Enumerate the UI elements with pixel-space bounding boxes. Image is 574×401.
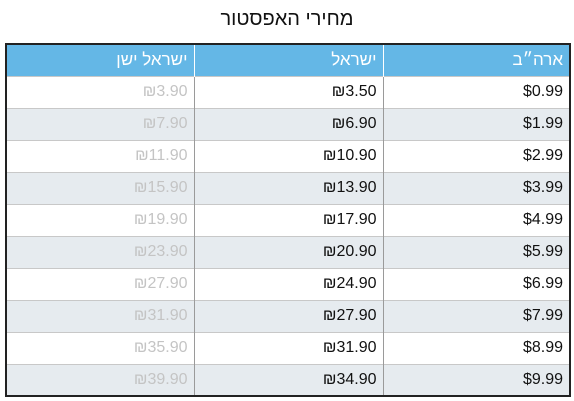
cell-us: $1.99 <box>382 107 570 140</box>
table-row: $5.99 ₪20.90 ₪23.90 <box>6 235 570 268</box>
cell-us: $6.99 <box>382 267 570 300</box>
cell-israel-old: ₪7.90 <box>6 107 194 140</box>
cell-israel-old: ₪11.90 <box>6 139 194 172</box>
table-row: $6.99 ₪24.90 ₪27.90 <box>6 267 570 300</box>
table-row: $0.99 ₪3.50 ₪3.90 <box>6 75 570 108</box>
cell-us: $9.99 <box>382 363 570 396</box>
cell-us: $5.99 <box>382 235 570 268</box>
cell-us: $4.99 <box>382 203 570 236</box>
cell-israel: ₪13.90 <box>193 171 383 204</box>
cell-israel: ₪31.90 <box>193 331 383 364</box>
cell-israel: ₪34.90 <box>193 363 383 396</box>
price-table: ארה״ב ישראל ישראל ישן $0.99 ₪3.50 ₪3.90 … <box>5 43 571 397</box>
table-row: $1.99 ₪6.90 ₪7.90 <box>6 107 570 140</box>
page-title: מחירי האפסטור <box>220 8 354 30</box>
cell-israel-old: ₪3.90 <box>6 75 194 108</box>
cell-israel-old: ₪31.90 <box>6 299 194 332</box>
cell-us: $2.99 <box>382 139 570 172</box>
table-row: $9.99 ₪34.90 ₪39.90 <box>6 363 570 396</box>
cell-us: $0.99 <box>382 75 570 108</box>
header-israel: ישראל <box>193 44 383 76</box>
cell-israel: ₪17.90 <box>193 203 383 236</box>
table-row: $7.99 ₪27.90 ₪31.90 <box>6 299 570 332</box>
header-israel-old: ישראל ישן <box>6 44 194 76</box>
cell-us: $7.99 <box>382 299 570 332</box>
cell-israel: ₪6.90 <box>193 107 383 140</box>
cell-israel: ₪27.90 <box>193 299 383 332</box>
cell-israel-old: ₪39.90 <box>6 363 194 396</box>
cell-israel: ₪24.90 <box>193 267 383 300</box>
cell-israel-old: ₪27.90 <box>6 267 194 300</box>
cell-us: $8.99 <box>382 331 570 364</box>
cell-israel: ₪3.50 <box>193 75 383 108</box>
table-row: $8.99 ₪31.90 ₪35.90 <box>6 331 570 364</box>
table-row: $4.99 ₪17.90 ₪19.90 <box>6 203 570 236</box>
header-row: ארה״ב ישראל ישראל ישן <box>6 44 570 76</box>
cell-israel: ₪10.90 <box>193 139 383 172</box>
cell-israel-old: ₪15.90 <box>6 171 194 204</box>
cell-israel-old: ₪19.90 <box>6 203 194 236</box>
cell-israel-old: ₪23.90 <box>6 235 194 268</box>
table-row: $3.99 ₪13.90 ₪15.90 <box>6 171 570 204</box>
cell-us: $3.99 <box>382 171 570 204</box>
table-row: $2.99 ₪10.90 ₪11.90 <box>6 139 570 172</box>
header-us: ארה״ב <box>382 44 570 76</box>
cell-israel: ₪20.90 <box>193 235 383 268</box>
cell-israel-old: ₪35.90 <box>6 331 194 364</box>
